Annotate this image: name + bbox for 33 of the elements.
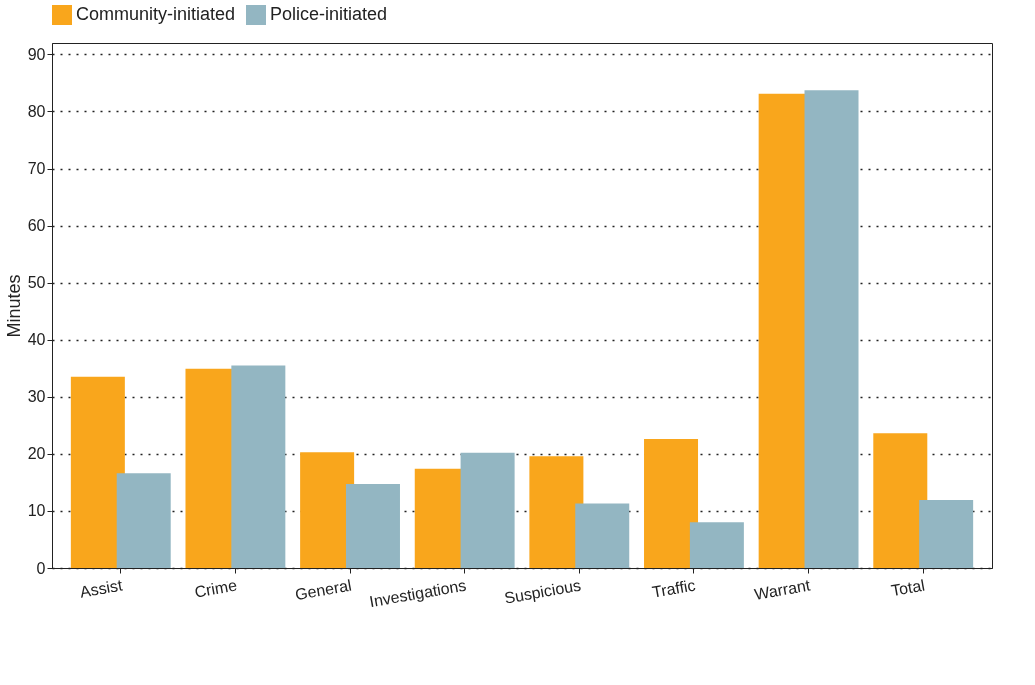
y-tick-label: 80: [27, 102, 46, 120]
x-tick-label: Suspicious: [502, 576, 583, 607]
x-tick-label: General: [293, 576, 353, 604]
bar: [116, 473, 171, 568]
y-tick-label: 20: [27, 445, 46, 463]
bar: [345, 484, 400, 568]
y-tick-label: 40: [27, 331, 46, 349]
x-tick-label: Warrant: [752, 576, 812, 604]
bar: [644, 439, 699, 568]
bar: [70, 376, 125, 568]
bar: [231, 365, 286, 568]
bar: [873, 433, 928, 568]
y-tick-label: 50: [27, 274, 46, 292]
x-tick-label: Crime: [193, 576, 239, 601]
legend-label: Police-initiated: [270, 4, 388, 24]
x-tick-label: Investigations: [368, 576, 468, 611]
bar: [460, 452, 515, 568]
bar: [919, 500, 974, 568]
bar: [804, 90, 859, 568]
y-tick-label: 90: [27, 45, 46, 63]
y-tick-label: 30: [27, 388, 46, 406]
x-tick-label: Assist: [78, 576, 125, 601]
x-tick-label: Total: [889, 576, 926, 600]
bar: [529, 456, 584, 568]
y-axis-title: Minutes: [3, 274, 24, 338]
bar: [575, 503, 630, 568]
legend-label: Community-initiated: [76, 4, 236, 24]
y-tick-label: 60: [27, 217, 46, 235]
y-tick-label: 70: [27, 160, 46, 178]
y-tick-label: 10: [27, 502, 46, 520]
y-tick-label: 0: [36, 559, 46, 577]
bar: [689, 522, 744, 568]
x-tick-label: Traffic: [650, 576, 697, 601]
